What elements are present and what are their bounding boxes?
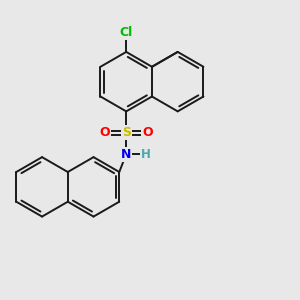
Text: O: O [142,126,153,139]
Text: S: S [122,126,131,139]
Text: Cl: Cl [120,26,133,39]
Text: H: H [141,148,151,161]
Text: O: O [100,126,110,139]
Text: N: N [121,148,131,161]
